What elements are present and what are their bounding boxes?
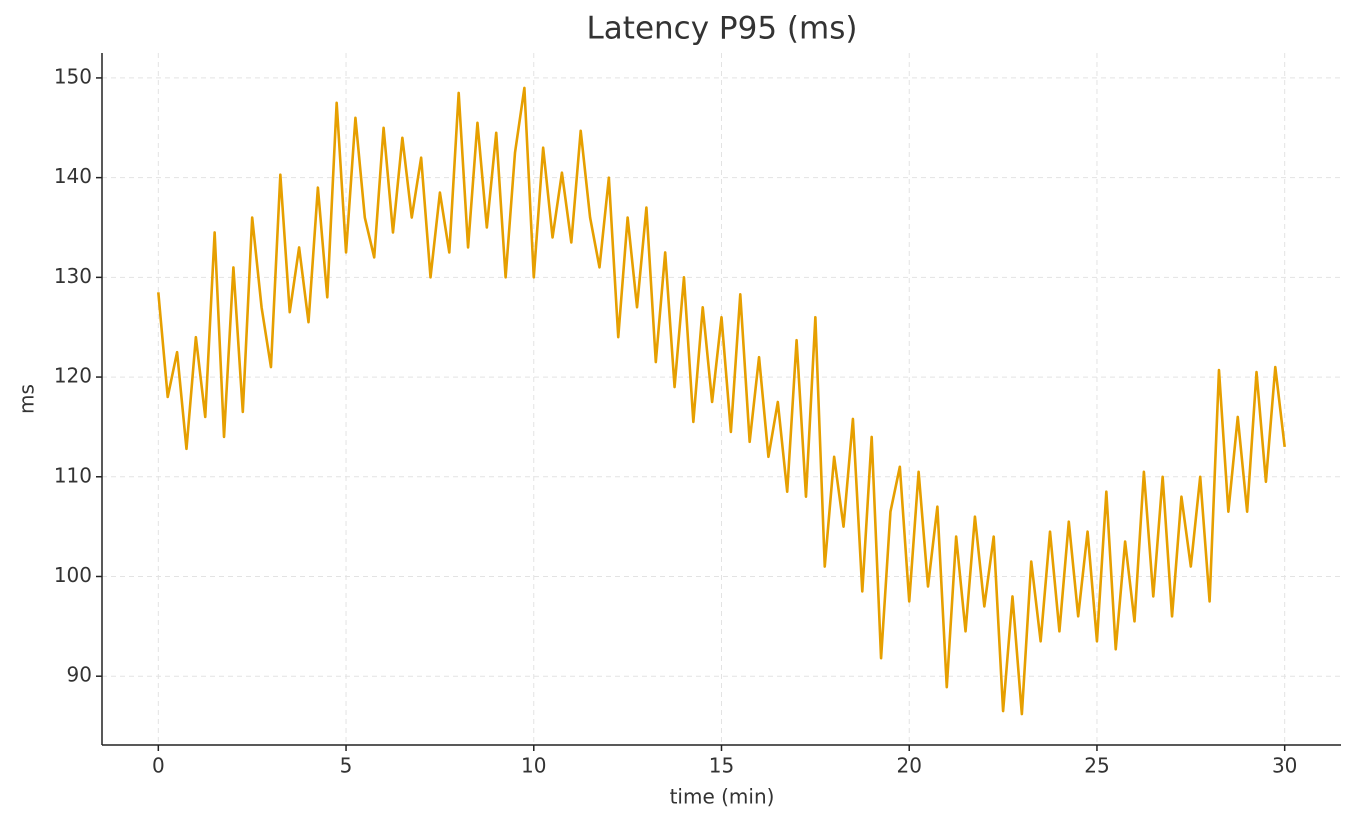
x-axis-label: time (min)	[670, 785, 775, 809]
data-line	[157, 86, 1286, 716]
y-tick-label: 90	[67, 663, 92, 687]
x-tick-label: 5	[340, 754, 353, 778]
x-tick-label: 0	[152, 754, 165, 778]
chart-title: Latency P95 (ms)	[587, 11, 858, 47]
x-tick-label: 30	[1272, 754, 1297, 778]
y-tick-label: 110	[54, 463, 92, 487]
x-tick-label: 20	[897, 754, 922, 778]
y-tick-label: 150	[54, 64, 92, 88]
x-tick-label: 25	[1084, 754, 1109, 778]
y-tick-label: 140	[54, 164, 92, 188]
x-tick-label: 15	[709, 754, 734, 778]
y-axis-label: ms	[15, 384, 39, 414]
y-tick-label: 100	[54, 563, 92, 587]
y-tick-label: 120	[54, 364, 92, 388]
x-tick-label: 10	[521, 754, 546, 778]
y-tick-label: 130	[54, 264, 92, 288]
